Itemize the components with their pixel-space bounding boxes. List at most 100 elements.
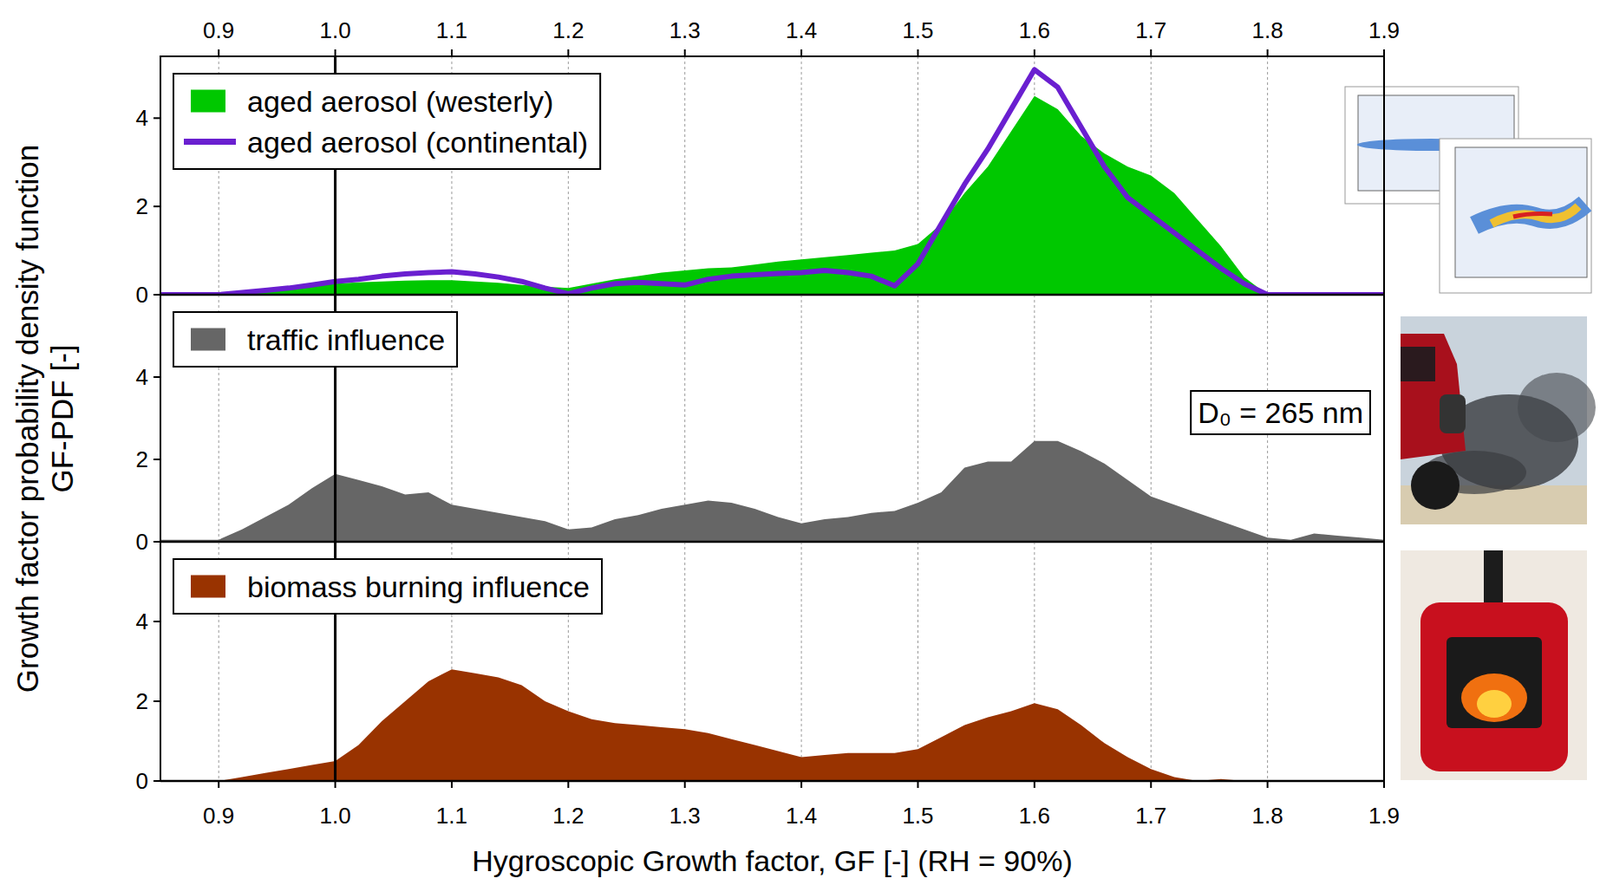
stove-door — [1446, 637, 1542, 729]
x-tick — [800, 781, 803, 789]
y-tick — [153, 117, 161, 119]
annotation-box — [1190, 391, 1371, 435]
x-tick-label: 1.2 — [552, 803, 584, 830]
x-tick-label: 1.0 — [319, 17, 351, 44]
frame — [160, 542, 1385, 782]
x-tick — [217, 781, 220, 789]
y-tick-label: 2 — [136, 446, 149, 473]
marks — [160, 56, 1385, 295]
x-tick — [567, 49, 569, 57]
x-tick — [450, 49, 453, 57]
frame — [160, 294, 1385, 543]
x-tick-label: 0.9 — [202, 803, 235, 830]
x-tick-label: 1.6 — [1018, 803, 1051, 830]
x-tick — [1033, 49, 1036, 57]
legend-label: biomass burning influence — [247, 570, 590, 604]
spare-wheel — [1439, 394, 1466, 434]
stove-body — [1420, 602, 1568, 772]
x-tick-label: 1.2 — [552, 17, 584, 44]
y-tick — [153, 205, 161, 208]
x-tick-label: 1.3 — [669, 17, 701, 44]
x-tick — [1383, 781, 1385, 789]
stove-photo — [1400, 550, 1587, 781]
area — [160, 669, 1385, 782]
y-tick — [153, 780, 161, 783]
legend: traffic influence — [173, 312, 458, 367]
grid-line — [801, 542, 803, 782]
y-tick — [153, 376, 161, 379]
map-plume — [1513, 213, 1553, 217]
y-tick — [153, 700, 161, 703]
x-tick-label: 1.7 — [1135, 17, 1167, 44]
x-tick-label: 1.8 — [1252, 17, 1284, 44]
x-tick-label: 0.9 — [202, 17, 235, 44]
y-axis-title: GF-PDF [-] — [45, 344, 79, 493]
map-area — [1455, 147, 1587, 278]
x-tick — [334, 781, 337, 789]
axis-line — [160, 780, 1385, 784]
legend: biomass burning influence — [173, 559, 602, 614]
x-tick-label: 1.8 — [1252, 803, 1284, 830]
y-axis-title: Growth factor probability density functi… — [10, 144, 45, 693]
x-tick — [1149, 781, 1152, 789]
y-tick-label: 4 — [136, 104, 149, 131]
legend-box — [173, 312, 458, 367]
x-tick-label: 1.9 — [1368, 17, 1400, 44]
smoke — [1517, 372, 1596, 443]
stove-pipe — [1483, 550, 1503, 608]
legend-swatch — [183, 138, 236, 145]
x-tick — [684, 781, 686, 789]
figure: 0240.91.01.11.21.31.41.51.61.71.81.9aged… — [0, 0, 1600, 885]
car-body — [1400, 333, 1466, 460]
y-tick — [153, 541, 161, 543]
grid-line — [1266, 56, 1268, 295]
legend-swatch — [190, 328, 226, 352]
map-inset — [1439, 138, 1592, 294]
x-tick-label: 1.4 — [785, 803, 817, 830]
car-window — [1400, 346, 1436, 382]
grid-line — [684, 56, 686, 295]
legend-box — [173, 73, 601, 170]
fire — [1476, 690, 1512, 719]
y-tick — [153, 293, 161, 296]
panel: 0240.91.01.11.21.31.41.51.61.71.81.9aged… — [136, 17, 1401, 308]
grid-line — [1150, 542, 1152, 782]
y-tick-label: 2 — [136, 688, 149, 715]
x-tick — [217, 49, 220, 57]
marks — [160, 294, 1385, 543]
panel: 0240.91.01.11.21.31.41.51.61.71.81.9biom… — [136, 542, 1401, 830]
map-plume — [1474, 203, 1586, 226]
x-tick — [916, 781, 919, 789]
map-plume — [1491, 206, 1579, 224]
x-tick-label: 1.4 — [785, 17, 817, 44]
grid-line — [801, 294, 803, 543]
x-tick — [684, 49, 686, 57]
x-tick-label: 1.3 — [669, 803, 701, 830]
x-tick-label: 1.1 — [436, 803, 468, 830]
grid-line — [801, 56, 803, 295]
x-tick — [567, 781, 569, 789]
x-tick-label: 1.0 — [319, 803, 351, 830]
line — [160, 69, 1385, 295]
x-tick-label: 1.6 — [1018, 17, 1051, 44]
y-tick-label: 4 — [136, 608, 149, 635]
legend-box — [173, 559, 602, 614]
y-tick-label: 0 — [136, 768, 149, 795]
annotation: D₀ = 265 nm — [1190, 391, 1371, 435]
x-tick-label: 1.7 — [1135, 803, 1167, 830]
y-tick-label: 0 — [136, 528, 149, 556]
grid-line — [1266, 542, 1268, 782]
annotation-text: D₀ = 265 nm — [1197, 396, 1364, 430]
area — [160, 441, 1385, 543]
x-tick — [800, 49, 803, 57]
legend-label: traffic influence — [247, 323, 445, 357]
legend: aged aerosol (westerly)aged aerosol (con… — [173, 73, 601, 170]
fire — [1461, 673, 1528, 723]
legend-swatch — [190, 90, 226, 113]
y-tick-label: 4 — [136, 364, 149, 391]
x-tick — [1383, 49, 1385, 57]
x-tick — [1266, 781, 1269, 789]
x-tick — [1266, 49, 1269, 57]
y-tick-label: 0 — [136, 281, 149, 308]
x-tick-label: 1.1 — [436, 17, 468, 44]
